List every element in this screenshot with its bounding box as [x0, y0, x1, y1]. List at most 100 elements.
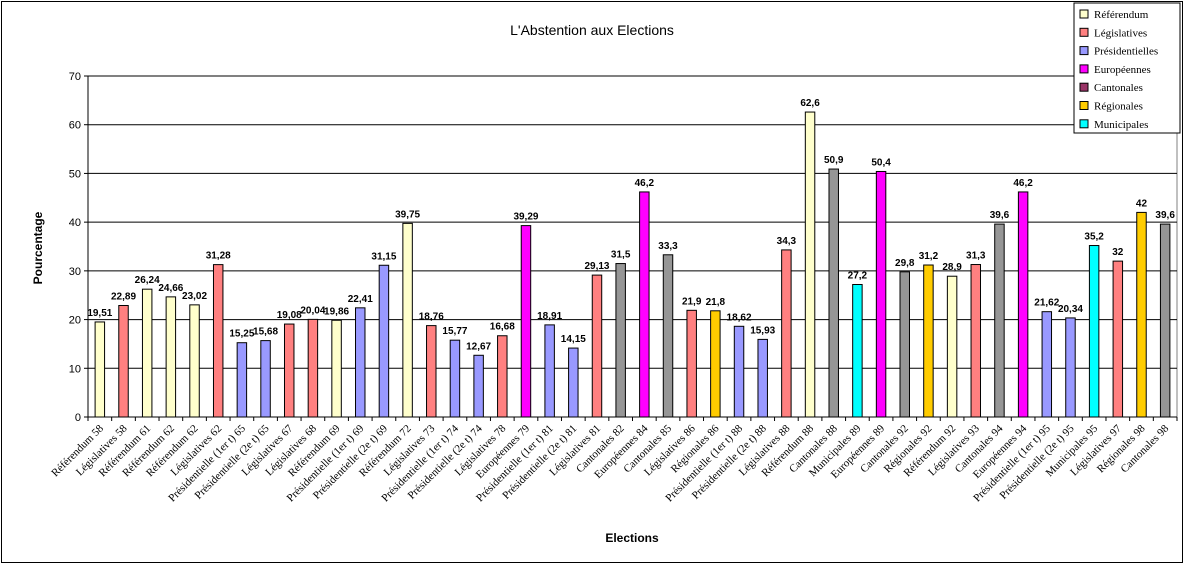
bar [402, 222, 413, 418]
data-label: 31,2 [919, 251, 939, 262]
data-label: 27,2 [848, 270, 868, 281]
y-tick-label: 0 [75, 412, 81, 424]
data-label: 39,29 [513, 212, 538, 223]
bar [923, 264, 934, 418]
data-label: 39,6 [990, 210, 1010, 221]
bar [1017, 191, 1029, 418]
bar [757, 338, 768, 418]
legend-label: Cantonales [1094, 82, 1143, 94]
data-label: 15,93 [750, 325, 775, 336]
legend-label: Présidentielles [1094, 46, 1158, 58]
bar [307, 318, 319, 418]
bar [828, 168, 839, 418]
data-label: 21,8 [706, 297, 726, 308]
data-label: 19,86 [324, 306, 349, 317]
data-label: 42 [1136, 198, 1148, 209]
bar [1112, 260, 1124, 418]
data-label: 50,4 [871, 157, 891, 168]
y-tick-label: 20 [69, 315, 81, 327]
chart-title: L'Abstention aux Elections [510, 22, 674, 38]
data-label: 50,9 [824, 155, 844, 166]
bar [946, 275, 958, 418]
bar [781, 249, 792, 418]
y-tick-label: 30 [69, 266, 81, 278]
data-label: 32 [1112, 247, 1124, 258]
data-label: 20,04 [300, 305, 325, 316]
plot-area [87, 75, 1178, 418]
data-label: 22,41 [348, 294, 373, 305]
bar [970, 264, 982, 418]
y-tick-label: 10 [69, 363, 81, 375]
y-tick-label: 40 [69, 217, 81, 229]
bar [473, 354, 484, 418]
data-label: 18,76 [419, 312, 444, 323]
bar [449, 339, 461, 418]
data-label: 31,15 [371, 251, 396, 262]
bars-layer [94, 111, 1171, 418]
legend-swatch [1079, 82, 1089, 92]
data-label: 31,5 [611, 250, 631, 261]
bar [378, 264, 390, 418]
data-label: 26,24 [135, 275, 160, 286]
bar [94, 321, 106, 418]
data-label: 29,8 [895, 258, 915, 269]
data-label: 35,2 [1084, 232, 1104, 243]
data-label: 21,62 [1034, 298, 1059, 309]
y-tick-label: 50 [69, 168, 81, 180]
bar [118, 304, 129, 418]
bar [1159, 223, 1171, 418]
bar [662, 254, 674, 418]
y-tick-label: 70 [69, 71, 81, 83]
data-label: 34,3 [777, 236, 797, 247]
data-label: 31,28 [206, 251, 231, 262]
data-label: 39,6 [1155, 210, 1175, 221]
legend-swatch [1079, 64, 1089, 74]
legend-label: Municipales [1094, 119, 1148, 131]
bar [141, 288, 153, 418]
data-label: 31,3 [966, 251, 986, 262]
data-label: 21,9 [682, 296, 702, 307]
x-axis-title: Elections [605, 531, 659, 545]
bar [520, 225, 532, 418]
data-label: 33,3 [658, 241, 678, 252]
data-label: 46,2 [1013, 178, 1033, 189]
legend-swatch [1079, 119, 1089, 129]
bar [686, 309, 697, 418]
bar [544, 324, 555, 418]
bar [1041, 311, 1053, 418]
bar [236, 342, 248, 418]
legend-label: Européennes [1094, 64, 1151, 76]
bar [591, 274, 603, 418]
y-axis-title: Pourcentage [31, 211, 45, 284]
data-label: 15,68 [253, 327, 278, 338]
y-tick-label: 60 [69, 120, 81, 132]
bar [994, 223, 1005, 418]
bar [283, 323, 295, 418]
bar [1088, 245, 1100, 418]
bar [497, 335, 508, 418]
data-label: 19,08 [277, 310, 302, 321]
data-label: 24,66 [158, 283, 183, 294]
bar [639, 191, 650, 418]
data-label: 16,68 [490, 322, 515, 333]
data-label: 18,91 [537, 311, 562, 322]
legend-swatch [1079, 101, 1089, 110]
legend: Référendum Législatives Présidentielles Eur… [1073, 2, 1181, 134]
data-label: 12,67 [466, 341, 491, 352]
legend-swatch [1079, 9, 1089, 19]
data-label: 29,13 [584, 261, 609, 272]
bar [331, 319, 342, 418]
data-label: 22,89 [111, 291, 136, 302]
bar [1136, 211, 1147, 418]
bar [875, 170, 887, 418]
bar [212, 264, 224, 418]
data-label: 62,6 [800, 98, 820, 109]
bar [1065, 317, 1076, 418]
legend-box [1073, 2, 1181, 134]
bar [899, 271, 910, 418]
bar [710, 310, 721, 418]
data-label: 20,34 [1058, 304, 1083, 315]
bar [189, 304, 200, 418]
data-label: 39,75 [395, 209, 420, 220]
